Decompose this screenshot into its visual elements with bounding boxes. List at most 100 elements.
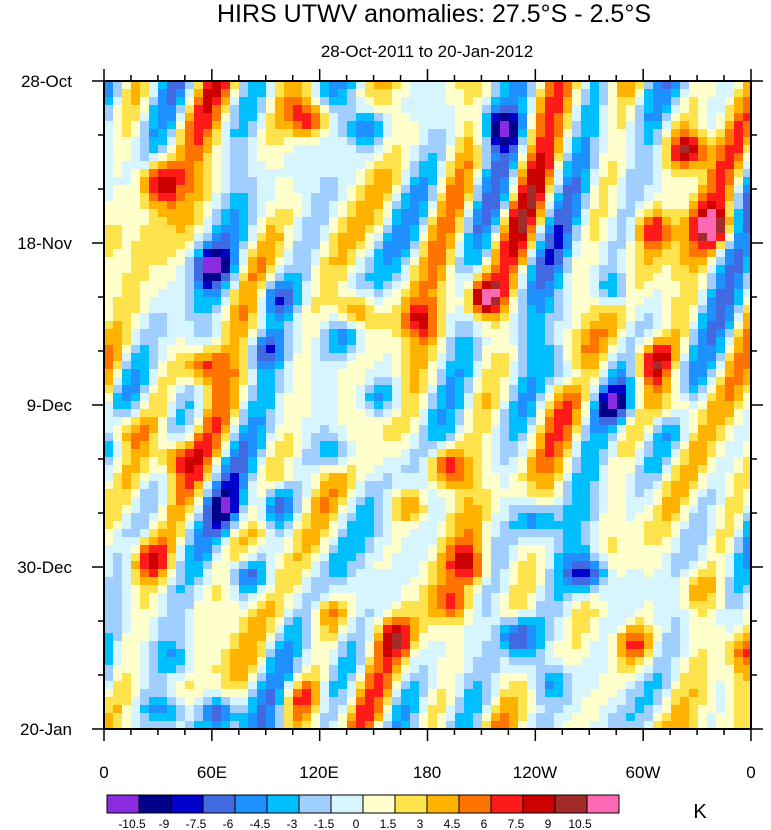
field-cell bbox=[176, 497, 186, 506]
field-cell bbox=[725, 137, 735, 146]
field-cell bbox=[491, 345, 501, 354]
field-cell bbox=[536, 257, 546, 266]
field-cell bbox=[293, 241, 303, 250]
field-cell bbox=[419, 137, 429, 146]
field-cell bbox=[635, 257, 645, 266]
field-cell bbox=[194, 529, 204, 538]
field-cell bbox=[581, 361, 591, 370]
field-cell bbox=[329, 105, 339, 114]
field-cell bbox=[653, 385, 663, 394]
field-cell bbox=[185, 369, 195, 378]
field-cell bbox=[482, 529, 492, 538]
field-cell bbox=[311, 617, 321, 626]
field-cell bbox=[338, 177, 348, 186]
field-cell bbox=[329, 169, 339, 178]
field-cell bbox=[320, 321, 330, 330]
field-cell bbox=[707, 185, 717, 194]
field-cell bbox=[590, 177, 600, 186]
field-cell bbox=[329, 361, 339, 370]
field-cell bbox=[662, 177, 672, 186]
field-cell bbox=[689, 625, 699, 634]
field-cell bbox=[617, 353, 627, 362]
field-cell bbox=[437, 105, 447, 114]
field-cell bbox=[176, 569, 186, 578]
field-cell bbox=[482, 505, 492, 514]
field-cell bbox=[149, 177, 159, 186]
field-cell bbox=[401, 313, 411, 322]
field-cell bbox=[743, 529, 751, 538]
field-cell bbox=[545, 97, 555, 106]
field-cell bbox=[680, 113, 690, 122]
field-cell bbox=[419, 97, 429, 106]
field-cell bbox=[725, 193, 735, 202]
field-cell bbox=[725, 521, 735, 530]
field-cell bbox=[536, 145, 546, 154]
field-cell bbox=[635, 305, 645, 314]
field-cell bbox=[320, 313, 330, 322]
field-cell bbox=[104, 145, 114, 154]
field-cell bbox=[590, 409, 600, 418]
field-cell bbox=[653, 513, 663, 522]
field-cell bbox=[347, 433, 357, 442]
field-cell bbox=[302, 609, 312, 618]
field-cell bbox=[122, 305, 132, 314]
field-cell bbox=[518, 369, 528, 378]
field-cell bbox=[374, 393, 384, 402]
field-cell bbox=[716, 401, 726, 410]
field-cell bbox=[554, 257, 564, 266]
field-cell bbox=[131, 401, 141, 410]
field-cell bbox=[599, 177, 609, 186]
field-cell bbox=[194, 361, 204, 370]
field-cell bbox=[221, 161, 231, 170]
field-cell bbox=[329, 409, 339, 418]
field-cell bbox=[329, 321, 339, 330]
field-cell bbox=[725, 489, 735, 498]
field-cell bbox=[716, 481, 726, 490]
field-cell bbox=[608, 297, 618, 306]
field-cell bbox=[302, 169, 312, 178]
field-cell bbox=[518, 465, 528, 474]
field-cell bbox=[221, 177, 231, 186]
field-cell bbox=[410, 449, 420, 458]
field-cell bbox=[293, 81, 303, 90]
field-cell bbox=[131, 369, 141, 378]
field-cell bbox=[158, 185, 168, 194]
field-cell bbox=[113, 425, 123, 434]
field-cell bbox=[608, 529, 618, 538]
field-cell bbox=[464, 505, 474, 514]
field-cell bbox=[122, 113, 132, 122]
field-cell bbox=[455, 465, 465, 474]
field-cell bbox=[365, 201, 375, 210]
field-cell bbox=[428, 289, 438, 298]
field-cell bbox=[689, 353, 699, 362]
field-cell bbox=[716, 97, 726, 106]
field-cell bbox=[563, 81, 573, 90]
field-cell bbox=[473, 81, 483, 90]
field-cell bbox=[635, 201, 645, 210]
field-cell bbox=[167, 361, 177, 370]
field-cell bbox=[716, 361, 726, 370]
field-cell bbox=[185, 505, 195, 514]
field-cell bbox=[401, 201, 411, 210]
field-cell bbox=[635, 369, 645, 378]
field-cell bbox=[104, 345, 114, 354]
field-cell bbox=[689, 313, 699, 322]
field-cell bbox=[563, 273, 573, 282]
field-cell bbox=[176, 377, 186, 386]
field-cell bbox=[437, 489, 447, 498]
field-cell bbox=[590, 473, 600, 482]
field-cell bbox=[464, 513, 474, 522]
field-cell bbox=[671, 161, 681, 170]
field-cell bbox=[293, 593, 303, 602]
field-cell bbox=[653, 305, 663, 314]
field-cell bbox=[662, 433, 672, 442]
field-cell bbox=[275, 97, 285, 106]
field-cell bbox=[194, 209, 204, 218]
field-cell bbox=[293, 297, 303, 306]
field-cell bbox=[347, 337, 357, 346]
field-cell bbox=[149, 329, 159, 338]
field-cell bbox=[122, 521, 132, 530]
field-cell bbox=[626, 513, 636, 522]
field-cell bbox=[284, 281, 294, 290]
field-cell bbox=[248, 585, 258, 594]
